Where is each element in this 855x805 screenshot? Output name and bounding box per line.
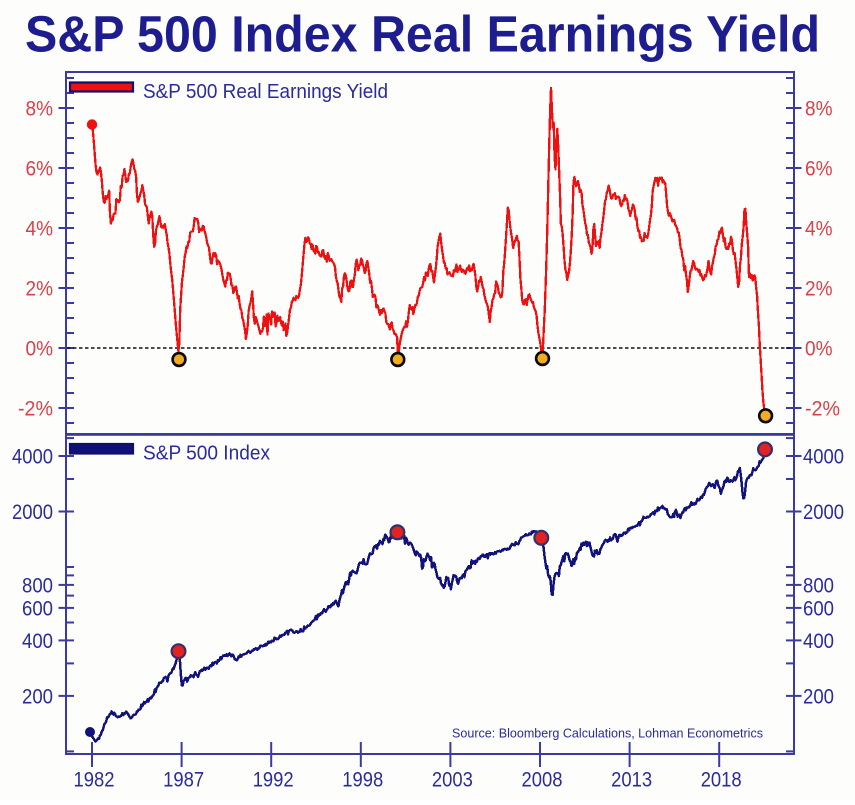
svg-text:400: 400 <box>803 629 834 653</box>
svg-text:2003: 2003 <box>432 768 473 792</box>
svg-text:800: 800 <box>803 574 834 598</box>
svg-text:4%: 4% <box>26 217 54 241</box>
svg-text:Source: Bloomberg Calculations: Source: Bloomberg Calculations, Lohman E… <box>452 726 763 741</box>
svg-text:1992: 1992 <box>253 768 294 792</box>
svg-text:4%: 4% <box>805 217 833 241</box>
svg-text:4000: 4000 <box>12 445 53 469</box>
svg-text:2008: 2008 <box>522 768 563 792</box>
svg-text:1998: 1998 <box>342 768 383 792</box>
svg-text:0%: 0% <box>26 337 54 361</box>
svg-text:2000: 2000 <box>12 500 53 524</box>
svg-text:2%: 2% <box>26 277 54 301</box>
svg-text:400: 400 <box>22 629 53 653</box>
svg-text:6%: 6% <box>805 157 833 181</box>
svg-text:600: 600 <box>22 597 53 621</box>
svg-text:200: 200 <box>803 685 834 709</box>
svg-text:2018: 2018 <box>701 768 742 792</box>
svg-text:S&P 500 Index Real Earnings Yi: S&P 500 Index Real Earnings Yield <box>25 6 820 63</box>
svg-text:S&P 500 Real Earnings Yield: S&P 500 Real Earnings Yield <box>143 80 388 103</box>
svg-text:800: 800 <box>22 574 53 598</box>
svg-text:S&P 500 Index: S&P 500 Index <box>143 442 271 465</box>
svg-text:600: 600 <box>803 597 834 621</box>
svg-text:-2%: -2% <box>805 397 840 421</box>
svg-text:2%: 2% <box>805 277 833 301</box>
svg-text:-2%: -2% <box>18 397 53 421</box>
svg-text:2013: 2013 <box>611 768 652 792</box>
svg-text:8%: 8% <box>26 97 54 121</box>
svg-text:0%: 0% <box>805 337 833 361</box>
svg-text:8%: 8% <box>805 97 833 121</box>
svg-text:200: 200 <box>22 685 53 709</box>
svg-text:1987: 1987 <box>163 768 204 792</box>
svg-text:1982: 1982 <box>74 768 115 792</box>
svg-text:2000: 2000 <box>803 500 844 524</box>
svg-text:4000: 4000 <box>803 445 844 469</box>
svg-text:6%: 6% <box>26 157 54 181</box>
